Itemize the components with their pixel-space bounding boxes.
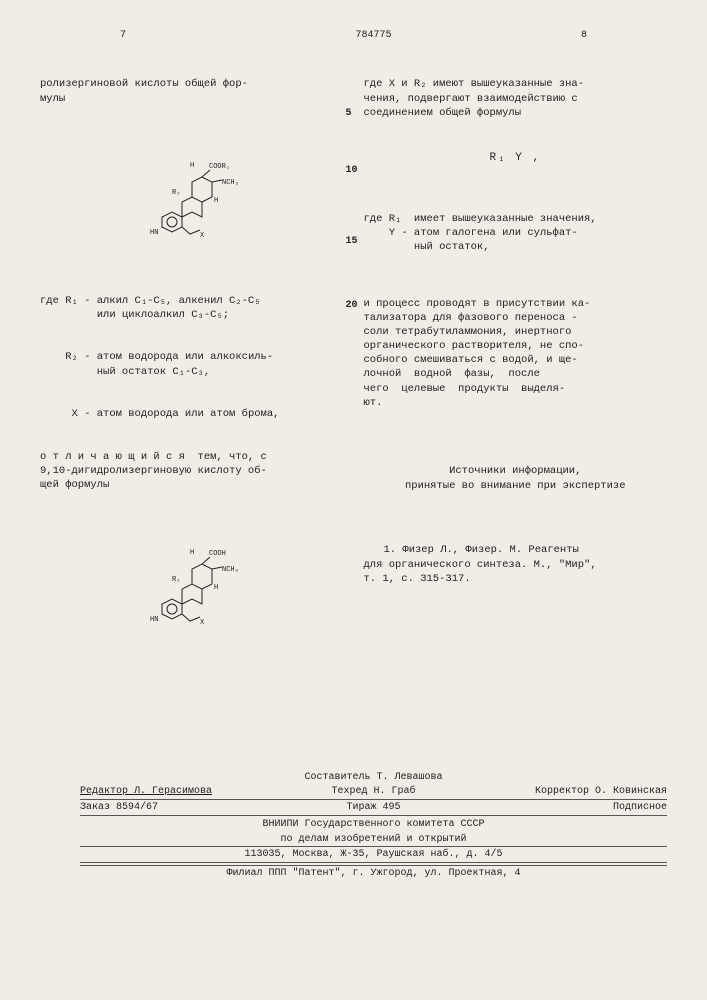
svg-text:R₂: R₂ [172,576,180,584]
techred: Техред Н. Граб [276,785,472,798]
svg-text:H: H [190,549,194,557]
header: 7 784775 8 [40,30,667,41]
order: Заказ 8594/67 [80,801,276,814]
where-r1: где R₁ - алкил C₁-C₅, алкенил C₂-C₅ или … [40,294,344,322]
line-marker-10: 10 [346,164,358,178]
line-marker-15: 15 [346,235,358,249]
svg-text:NCH₃: NCH₃ [222,566,239,574]
svg-text:COOR₁: COOR₁ [209,163,230,171]
intro-text: ролизергиновой кислоты общей фор- мулы [40,77,344,105]
compiler: Составитель Т. Левашова [80,771,667,784]
subscription: Подписное [471,801,667,814]
document-number: 784775 [355,30,391,41]
page-number-left: 7 [120,30,126,41]
right-column: где X и R₂ имеют вышеуказанные зна- чени… [364,49,668,666]
footer-block: Составитель Т. Левашова Редактор Л. Гера… [80,769,667,880]
left-column: ролизергиновой кислоты общей фор- мулы H… [40,49,344,666]
chemical-structure-2: H COOH R₂ NCH₃ H HN X [40,539,344,634]
order-row: Заказ 8594/67 Тираж 495 Подписное [80,800,667,816]
credits-row: Редактор Л. Герасимова Техред Н. Граб Ко… [80,784,667,800]
svg-text:HN: HN [150,229,158,237]
editor: Редактор Л. Герасимова [80,785,276,798]
where-r2: R₂ - атом водорода или алкоксиль- ный ос… [40,350,344,378]
chemical-structure-1: H COOR₁ R₂ NCH₃ H HN X [40,152,344,247]
content-columns: ролизергиновой кислоты общей фор- мулы H… [40,49,667,666]
svg-text:R₂: R₂ [172,189,180,197]
source-1: 1. Физер Л., Физер. М. Реагенты для орга… [364,543,668,586]
sources-title: Источники информации, принятые во вниман… [364,464,668,492]
distinguish-text: о т л и ч а ю щ и й с я тем, что, с 9,10… [40,450,344,493]
text-block-3: и процесс проводят в присутствии ка- тал… [364,297,668,410]
text-block-1: где X и R₂ имеют вышеуказанные зна- чени… [364,77,668,120]
page-number-right: 8 [581,30,587,41]
filial: Филиал ППП "Патент", г. Ужгород, ул. Про… [80,865,667,880]
svg-text:NCH₃: NCH₃ [222,179,239,187]
text-block-2: где R₁ имеет вышеуказанные значения, Y -… [364,212,668,255]
address-row: 113035, Москва, Ж-35, Раушская наб., д. … [80,846,667,863]
address: 113035, Москва, Ж-35, Раушская наб., д. … [80,848,667,861]
svg-text:H: H [214,584,218,592]
svg-text:H: H [214,197,218,205]
tirage: Тираж 495 [276,801,472,814]
org-line-1: ВНИИПИ Государственного комитета СССР [80,818,667,831]
svg-text:X: X [200,232,205,240]
line-marker-5: 5 [346,107,352,121]
org-line-2: по делам изобретений и открытий [80,833,667,846]
svg-text:COOH: COOH [209,550,226,558]
formula-ry: R₁ Y , [364,151,668,166]
where-x: X - атом водорода или атом брома, [40,407,344,421]
svg-text:H: H [190,162,194,170]
corrector: Корректор О. Ковинская [471,785,667,798]
svg-text:HN: HN [150,616,158,624]
svg-text:X: X [200,619,205,627]
line-marker-20: 20 [346,299,358,313]
